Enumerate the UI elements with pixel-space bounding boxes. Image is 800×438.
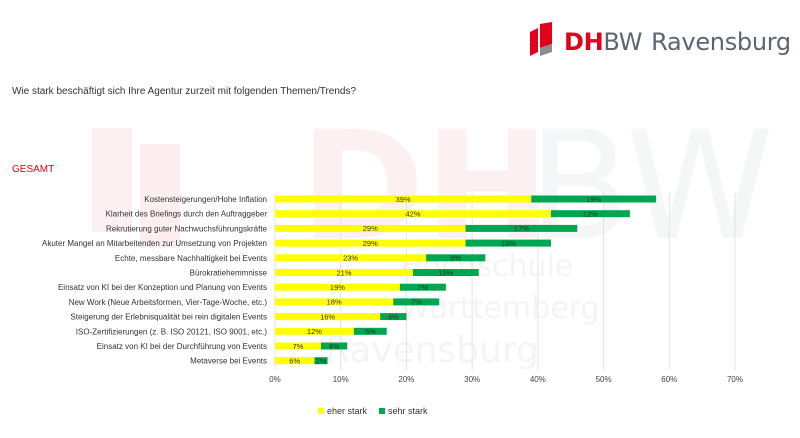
watermark-line-3: Ravensburg bbox=[325, 330, 539, 371]
watermark-line-2: Württemberg bbox=[400, 291, 600, 326]
category-label: Bürokratiehemmnisse bbox=[190, 269, 268, 278]
category-label: Metaverse bei Events bbox=[190, 357, 267, 366]
legend-item: sehr stark bbox=[379, 406, 428, 416]
data-label: 42% bbox=[405, 210, 420, 219]
bar-eher-stark bbox=[275, 298, 394, 306]
segment-label: GESAMT bbox=[12, 164, 55, 175]
category-label: Echte, messbare Nachhaltigkeit bei Event… bbox=[115, 254, 267, 263]
bar-eher-stark bbox=[275, 357, 315, 365]
logo-city-text: Ravensburg bbox=[651, 28, 791, 56]
data-label: 5% bbox=[365, 327, 376, 336]
bar-eher-stark bbox=[275, 239, 466, 247]
category-label: ISO-Zertifizierungen (z. B. ISO 20121, I… bbox=[76, 327, 268, 336]
data-label: 9% bbox=[450, 254, 461, 263]
logo-dh-text: DH bbox=[564, 28, 604, 56]
data-label: 23% bbox=[343, 254, 358, 263]
bar-eher-stark bbox=[275, 313, 381, 321]
data-label: 10% bbox=[438, 268, 453, 277]
bar-eher-stark bbox=[275, 210, 551, 218]
data-label: 29% bbox=[363, 224, 378, 233]
bar-sehr-stark bbox=[399, 283, 446, 291]
survey-question: Wie stark beschäftigt sich Ihre Agentur … bbox=[12, 86, 357, 97]
x-tick-label: 40% bbox=[530, 375, 546, 384]
data-label: 7% bbox=[293, 342, 304, 351]
bar-sehr-stark bbox=[426, 254, 486, 262]
x-tick-label: 60% bbox=[661, 375, 677, 384]
x-tick-label: 20% bbox=[398, 375, 414, 384]
data-label: 18% bbox=[327, 298, 342, 307]
legend-item: eher stark bbox=[318, 406, 367, 416]
bar-sehr-stark bbox=[380, 313, 407, 321]
data-label: 19% bbox=[586, 195, 601, 204]
bar-eher-stark bbox=[275, 195, 532, 203]
bar-eher-stark bbox=[275, 269, 413, 276]
bar-eher-stark bbox=[275, 283, 400, 291]
category-label: Rekrutierung guter Nachwuchsführungskräf… bbox=[106, 224, 268, 233]
data-label: 7% bbox=[411, 298, 422, 307]
dhbw-logo: DHBW Ravensburg bbox=[526, 22, 791, 62]
category-label: New Work (Neue Arbeitsformen, Vier-Tage-… bbox=[69, 298, 268, 307]
bar-sehr-stark bbox=[551, 210, 630, 218]
data-label: 19% bbox=[330, 283, 345, 292]
watermark-bw: BW bbox=[528, 100, 774, 274]
legend-swatch bbox=[379, 408, 386, 414]
legend-label: sehr stark bbox=[388, 406, 428, 416]
x-tick-label: 50% bbox=[596, 375, 612, 384]
data-label: 12% bbox=[307, 327, 322, 336]
data-label: 7% bbox=[417, 283, 428, 292]
chart-legend: eher stark sehr stark bbox=[318, 406, 440, 416]
bar-sehr-stark bbox=[314, 357, 328, 365]
category-label: Einsatz von KI bei der Durchführung von … bbox=[97, 342, 267, 351]
data-label: 13% bbox=[501, 239, 516, 248]
data-label: 6% bbox=[289, 357, 300, 366]
bar-eher-stark bbox=[275, 327, 354, 335]
dhbw-logo-mark-icon bbox=[530, 22, 552, 56]
data-label: 12% bbox=[583, 210, 598, 219]
logo-bw-text: BW bbox=[603, 28, 643, 56]
bar-sehr-stark bbox=[465, 239, 551, 247]
bar-eher-stark bbox=[275, 254, 427, 262]
bar-sehr-stark bbox=[393, 298, 440, 306]
category-label: Einsatz von KI bei der Konzeption und Pl… bbox=[58, 283, 267, 292]
category-label: Klarheit des Briefings durch den Auftrag… bbox=[106, 210, 268, 219]
bar-eher-stark bbox=[275, 342, 321, 350]
data-label: 39% bbox=[396, 195, 411, 204]
x-tick-label: 30% bbox=[464, 375, 480, 384]
data-label: 17% bbox=[514, 224, 529, 233]
bar-sehr-stark bbox=[531, 195, 657, 203]
bar-sehr-stark bbox=[321, 342, 348, 350]
data-label: 29% bbox=[363, 239, 378, 248]
bar-eher-stark bbox=[275, 224, 466, 232]
data-label: 2% bbox=[316, 357, 327, 366]
bar-sehr-stark bbox=[353, 327, 387, 335]
data-label: 16% bbox=[320, 312, 335, 321]
data-label: 21% bbox=[336, 268, 351, 277]
data-label: 4% bbox=[388, 312, 399, 321]
x-tick-label: 70% bbox=[727, 375, 743, 384]
legend-swatch bbox=[318, 408, 324, 414]
category-label: Akuter Mangel an Mitarbeitenden zur Umse… bbox=[42, 239, 267, 248]
legend-label: eher stark bbox=[327, 406, 368, 416]
watermark-logo-mark bbox=[92, 128, 180, 248]
x-tick-label: 0% bbox=[269, 375, 281, 384]
x-tick-label: 10% bbox=[333, 375, 349, 384]
category-label: Steigerung der Erlebnisqualität bei rein… bbox=[70, 313, 267, 322]
bar-sehr-stark bbox=[465, 224, 578, 232]
data-label: 4% bbox=[329, 342, 340, 351]
bar-sehr-stark bbox=[413, 269, 479, 276]
category-label: Kostensteigerungen/Hohe Inflation bbox=[144, 195, 267, 204]
